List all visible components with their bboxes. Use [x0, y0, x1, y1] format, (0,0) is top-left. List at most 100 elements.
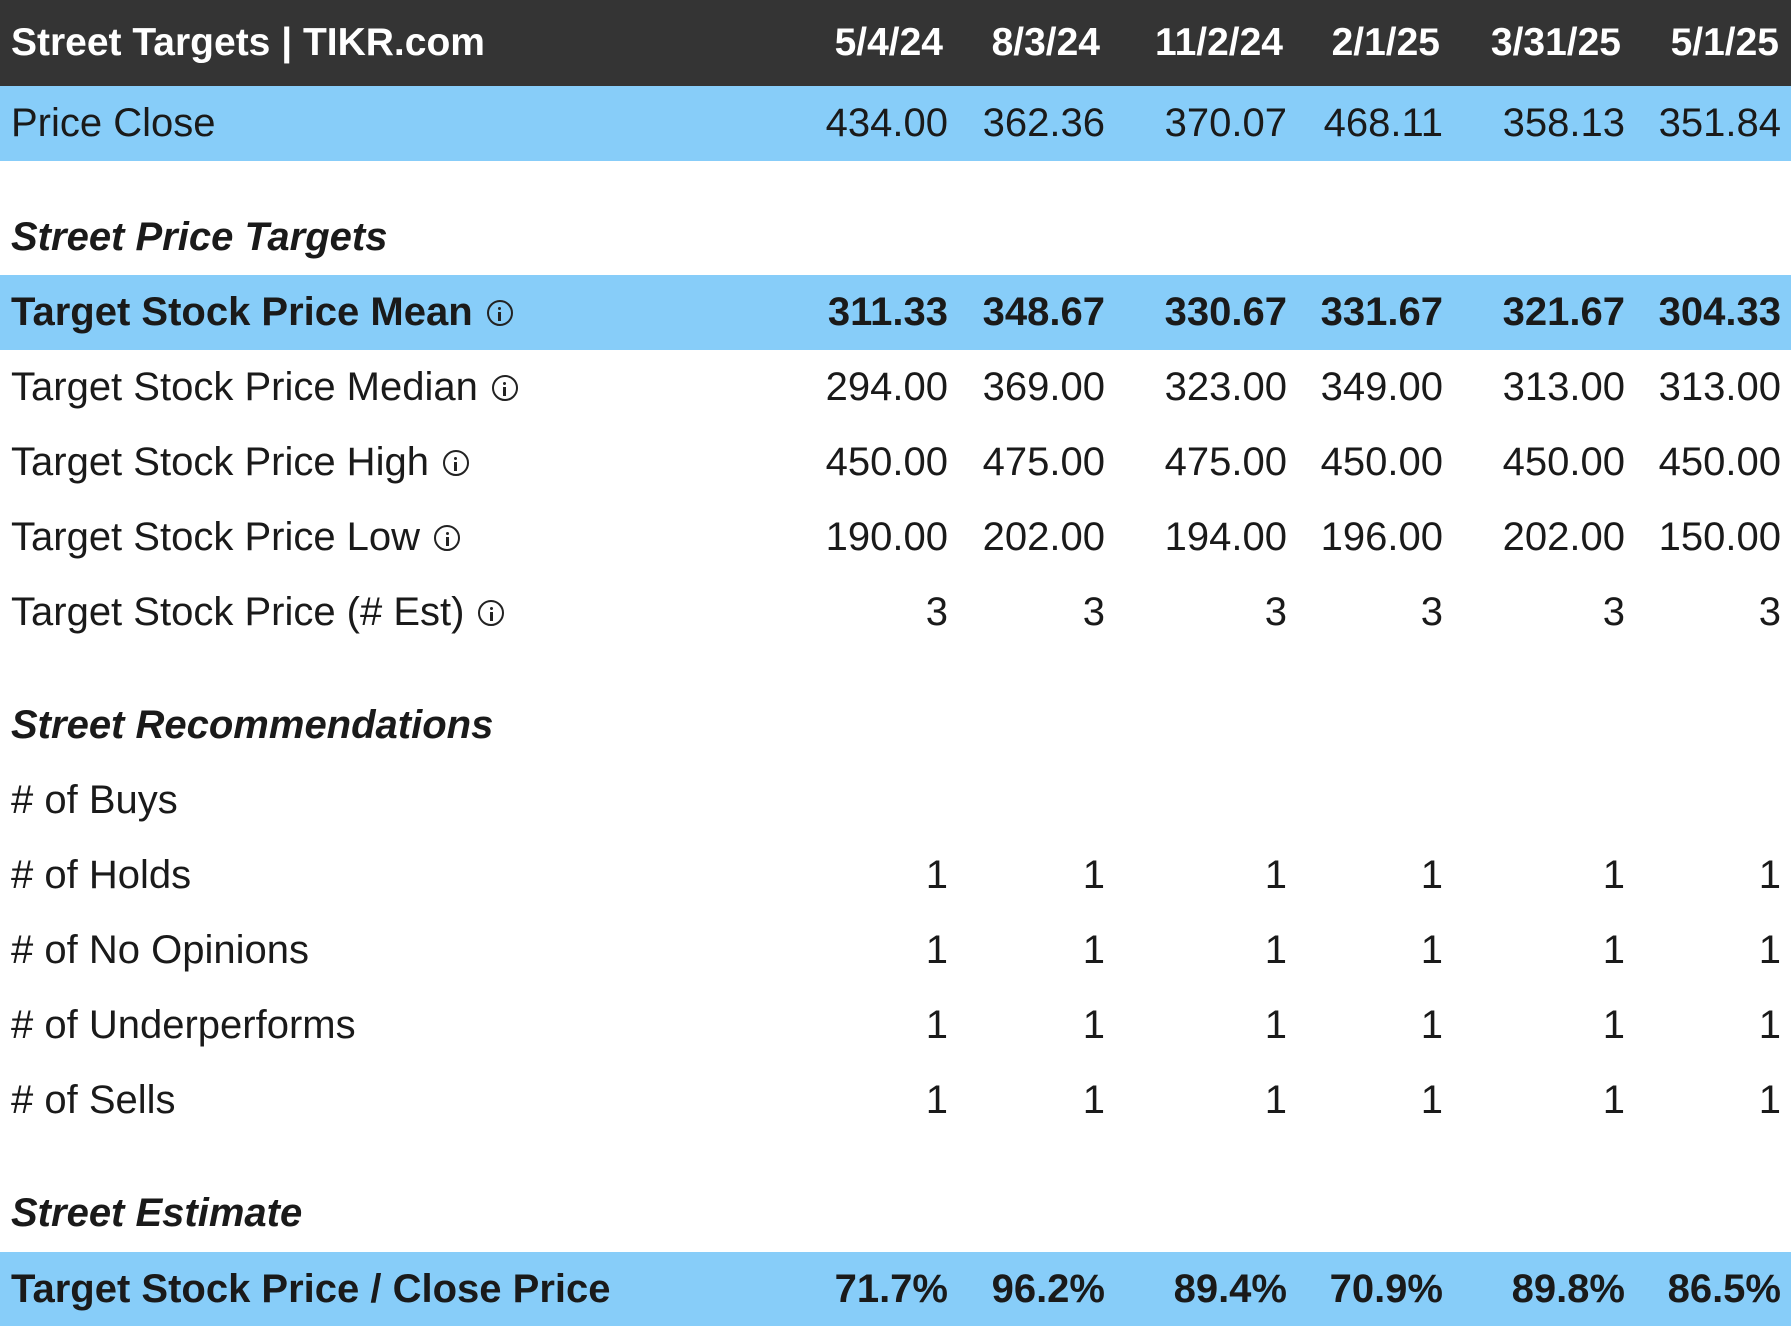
cell-value: 1	[1602, 928, 1625, 972]
section-title: Street Recommendations	[11, 703, 494, 747]
row-label: Target Stock Price / Close Price	[11, 1266, 611, 1311]
cell-value: 194.00	[1164, 515, 1287, 559]
cell-value: 331.67	[1320, 290, 1443, 334]
row-label-text: Target Stock Price Mean	[11, 290, 473, 334]
section-header-price-targets: Street Price Targets	[0, 200, 1791, 275]
info-circle-icon[interactable]	[491, 374, 518, 401]
row-label: # of Underperforms	[11, 1003, 356, 1047]
cell-value: 70.9%	[1329, 1266, 1443, 1311]
cell-value: 304.33	[1658, 290, 1781, 334]
cell-value: 3	[1082, 590, 1105, 634]
cell-value: 348.67	[982, 290, 1105, 334]
cell-value: 468.11	[1323, 101, 1443, 145]
cell-value: 313.00	[1658, 365, 1781, 409]
cell-value: 1	[925, 853, 948, 897]
cell-value: 1	[1420, 1078, 1443, 1122]
cell-value: 1	[1420, 928, 1443, 972]
target-est-row: Target Stock Price (# Est) 3 3 3 3 3 3	[0, 575, 1791, 650]
section-title: Street Price Targets	[11, 215, 388, 259]
table-title: Street Targets | TIKR.com	[11, 21, 485, 64]
row-label: # of Holds	[11, 853, 192, 897]
row-label: # of Sells	[11, 1078, 176, 1122]
info-circle-icon[interactable]	[486, 299, 513, 326]
date-header: 5/1/25	[1670, 21, 1779, 64]
date-header: 2/1/25	[1331, 21, 1440, 64]
cell-value: 89.4%	[1173, 1266, 1287, 1311]
cell-value: 96.2%	[991, 1266, 1105, 1311]
cell-value: 313.00	[1502, 365, 1625, 409]
cell-value: 1	[1758, 1078, 1781, 1122]
cell-value: 1	[1082, 1078, 1105, 1122]
date-header: 5/4/24	[834, 21, 943, 64]
cell-value: 358.13	[1502, 101, 1625, 145]
cell-value: 450.00	[1658, 440, 1781, 484]
row-label-text: Target Stock Price Median	[11, 365, 478, 409]
cell-value: 434.00	[825, 101, 948, 145]
cell-value: 450.00	[825, 440, 948, 484]
cell-value: 311.33	[827, 290, 948, 334]
cell-value: 321.67	[1502, 290, 1625, 334]
row-label: # of No Opinions	[11, 928, 309, 972]
cell-value: 1	[1082, 1003, 1105, 1047]
row-label: Target Stock Price High	[11, 440, 469, 485]
cell-value: 1	[1264, 1003, 1287, 1047]
row-label: Target Stock Price (# Est)	[11, 590, 505, 635]
cell-value: 349.00	[1320, 365, 1443, 409]
cell-value: 202.00	[1502, 515, 1625, 559]
row-label: # of Buys	[11, 778, 178, 822]
cell-value: 1	[1264, 853, 1287, 897]
cell-value: 351.84	[1658, 101, 1781, 145]
cell-value: 1	[1758, 1003, 1781, 1047]
cell-value: 362.36	[982, 101, 1105, 145]
cell-value: 1	[1082, 853, 1105, 897]
section-header-estimate: Street Estimate	[0, 1176, 1791, 1251]
date-header: 8/3/24	[991, 21, 1100, 64]
cell-value: 1	[1758, 853, 1781, 897]
cell-value: 3	[1602, 590, 1625, 634]
cell-value: 86.5%	[1667, 1266, 1781, 1311]
cell-value: 370.07	[1164, 101, 1287, 145]
target-mean-row: Target Stock Price Mean 311.33 348.67 33…	[0, 275, 1791, 350]
target-low-row: Target Stock Price Low 190.00 202.00 194…	[0, 500, 1791, 575]
info-circle-icon[interactable]	[442, 449, 469, 476]
cell-value: 71.7%	[834, 1266, 948, 1311]
buys-row: # of Buys	[0, 763, 1791, 838]
cell-value: 323.00	[1164, 365, 1287, 409]
cell-value: 3	[1758, 590, 1781, 634]
target-close-ratio-row: Target Stock Price / Close Price 71.7% 9…	[0, 1252, 1791, 1326]
row-label: Target Stock Price Median	[11, 365, 518, 410]
sells-row: # of Sells 1 1 1 1 1 1	[0, 1063, 1791, 1138]
info-circle-icon[interactable]	[434, 524, 461, 551]
target-high-row: Target Stock Price High 450.00 475.00 47…	[0, 425, 1791, 500]
cell-value: 1	[925, 1078, 948, 1122]
cell-value: 202.00	[982, 515, 1105, 559]
cell-value: 450.00	[1320, 440, 1443, 484]
cell-value: 1	[1602, 1078, 1625, 1122]
cell-value: 3	[925, 590, 948, 634]
cell-value: 89.8%	[1511, 1266, 1625, 1311]
cell-value: 1	[1758, 928, 1781, 972]
cell-value: 1	[925, 1003, 948, 1047]
row-label-text: Target Stock Price (# Est)	[11, 590, 465, 634]
row-label: Price Close	[11, 101, 216, 145]
section-header-recommendations: Street Recommendations	[0, 688, 1791, 763]
target-median-row: Target Stock Price Median 294.00 369.00 …	[0, 350, 1791, 425]
cell-value: 1	[1420, 1003, 1443, 1047]
date-header: 11/2/24	[1155, 21, 1283, 64]
cell-value: 369.00	[982, 365, 1105, 409]
cell-value: 3	[1420, 590, 1443, 634]
cell-value: 475.00	[1164, 440, 1287, 484]
row-label-text: Target Stock Price High	[11, 440, 429, 484]
cell-value: 150.00	[1658, 515, 1781, 559]
row-label: Target Stock Price Mean	[11, 290, 513, 335]
underperforms-row: # of Underperforms 1 1 1 1 1 1	[0, 988, 1791, 1063]
cell-value: 1	[1264, 1078, 1287, 1122]
section-title: Street Estimate	[11, 1191, 303, 1235]
holds-row: # of Holds 1 1 1 1 1 1	[0, 838, 1791, 913]
row-label-text: Target Stock Price Low	[11, 515, 421, 559]
cell-value: 1	[1602, 853, 1625, 897]
cell-value: 1	[1264, 928, 1287, 972]
cell-value: 190.00	[825, 515, 948, 559]
info-circle-icon[interactable]	[478, 599, 505, 626]
